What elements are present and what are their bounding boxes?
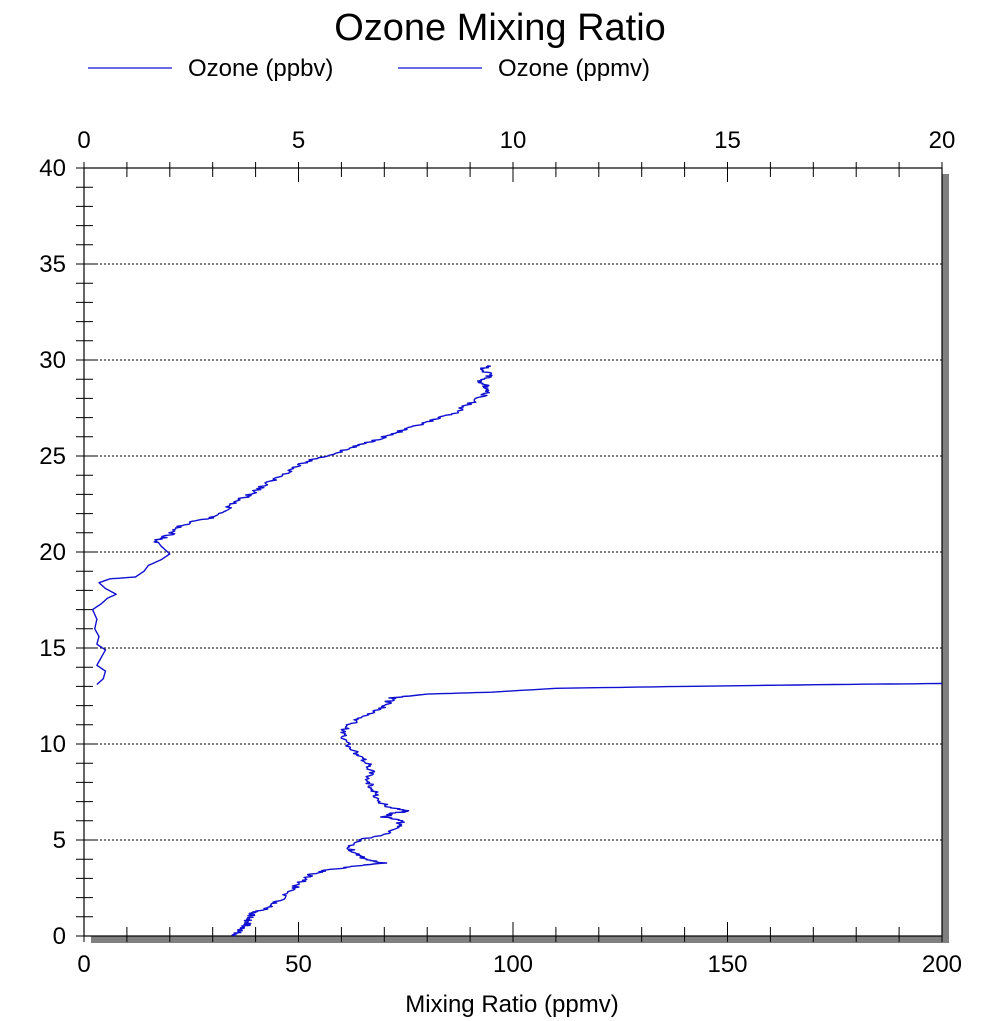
x-top-tick-label: 0 bbox=[77, 127, 90, 154]
x-axis-label: Mixing Ratio (ppmv) bbox=[405, 991, 618, 1018]
y-tick-label: 0 bbox=[53, 923, 66, 950]
x-bottom-tick-label: 0 bbox=[77, 951, 90, 978]
y-tick-label: 25 bbox=[39, 443, 66, 470]
y-tick-label: 20 bbox=[39, 539, 66, 566]
legend-label-ppmv: Ozone (ppmv) bbox=[498, 55, 650, 82]
y-tick-label: 40 bbox=[39, 155, 66, 182]
x-top-tick-label: 20 bbox=[929, 127, 956, 154]
series-line-ozone-ppmv bbox=[91, 365, 493, 686]
x-bottom-tick-label: 200 bbox=[922, 951, 962, 978]
x-top-tick-label: 5 bbox=[292, 127, 305, 154]
plot-shadow-bottom bbox=[91, 936, 949, 943]
series-line-ozone-ppbv bbox=[231, 682, 943, 937]
x-bottom-tick-label: 100 bbox=[493, 951, 533, 978]
x-bottom-tick-label: 150 bbox=[707, 951, 747, 978]
x-top-tick-label: 15 bbox=[714, 127, 741, 154]
y-tick-label: 15 bbox=[39, 635, 66, 662]
x-bottom-tick-label: 50 bbox=[285, 951, 312, 978]
plot-shadow-right bbox=[942, 174, 949, 943]
x-top-tick-label: 10 bbox=[500, 127, 527, 154]
chart-title: Ozone Mixing Ratio bbox=[334, 7, 666, 49]
y-tick-label: 10 bbox=[39, 731, 66, 758]
legend-label-ppbv: Ozone (ppbv) bbox=[188, 55, 333, 82]
y-tick-label: 30 bbox=[39, 347, 66, 374]
legend: Ozone (ppbv) Ozone (ppmv) bbox=[88, 55, 650, 82]
y-tick-label: 35 bbox=[39, 251, 66, 278]
y-tick-label: 5 bbox=[53, 827, 66, 854]
